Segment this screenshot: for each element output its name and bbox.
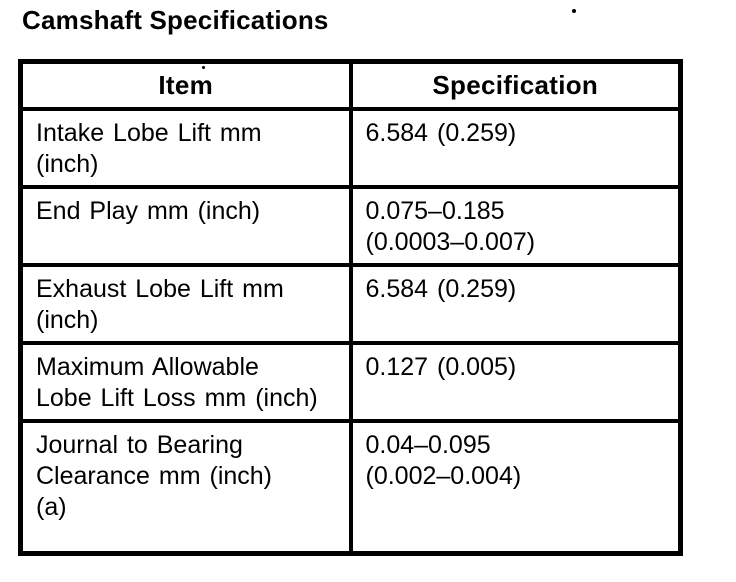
cell-line: 0.075–0.185	[365, 196, 505, 225]
cell-line: 6.584 (0.259)	[365, 118, 517, 147]
cell-line: Journal to Bearing	[36, 430, 243, 459]
spec-cell: 0.04–0.095 (0.002–0.004)	[348, 418, 683, 556]
cell-line: (a)	[36, 492, 67, 521]
cell-line: 0.04–0.095	[365, 430, 491, 459]
cell-line: 6.584 (0.259)	[365, 274, 517, 303]
item-cell: Exhaust Lobe Lift mm (inch)	[18, 262, 353, 345]
cell-line: Clearance mm (inch)	[36, 461, 273, 490]
cell-line: (inch)	[36, 305, 99, 334]
table-row: End Play mm (inch) 0.075–0.185 (0.0003–0…	[18, 184, 683, 267]
spec-cell: 6.584 (0.259)	[348, 262, 683, 345]
cell-line: (0.002–0.004)	[365, 461, 522, 490]
cell-line: Lobe Lift Loss mm (inch)	[36, 383, 318, 412]
cell-line: 0.127 (0.005)	[365, 352, 517, 381]
cell-line: Maximum Allowable	[36, 352, 259, 381]
cell-line: End Play mm (inch)	[36, 196, 261, 225]
cell-line: (inch)	[36, 149, 99, 178]
table-row: Journal to Bearing Clearance mm (inch) (…	[18, 418, 683, 556]
item-cell: Maximum Allowable Lobe Lift Loss mm (inc…	[18, 340, 353, 423]
item-cell: Journal to Bearing Clearance mm (inch) (…	[18, 418, 353, 556]
spec-cell: 0.127 (0.005)	[348, 340, 683, 423]
table-row: Exhaust Lobe Lift mm (inch) 6.584 (0.259…	[18, 262, 683, 345]
table-header-row: Item Specification	[18, 59, 683, 111]
scan-artifact-dot	[572, 9, 576, 13]
item-cell: Intake Lobe Lift mm (inch)	[18, 106, 353, 189]
table-header-item: Item	[18, 59, 353, 111]
spec-cell: 0.075–0.185 (0.0003–0.007)	[348, 184, 683, 267]
spec-cell: 6.584 (0.259)	[348, 106, 683, 189]
page-title: Camshaft Specifications	[22, 5, 329, 35]
cell-line: Intake Lobe Lift mm	[36, 118, 262, 147]
cell-line: (0.0003–0.007)	[365, 227, 536, 256]
scan-artifact-dot	[202, 66, 205, 69]
item-cell: End Play mm (inch)	[18, 184, 353, 267]
table-header-specification: Specification	[348, 59, 683, 111]
cell-line: Exhaust Lobe Lift mm	[36, 274, 284, 303]
camshaft-spec-table: Item Specification Intake Lobe Lift mm (…	[18, 59, 683, 556]
table-row: Maximum Allowable Lobe Lift Loss mm (inc…	[18, 340, 683, 423]
table-row: Intake Lobe Lift mm (inch) 6.584 (0.259)	[18, 106, 683, 189]
